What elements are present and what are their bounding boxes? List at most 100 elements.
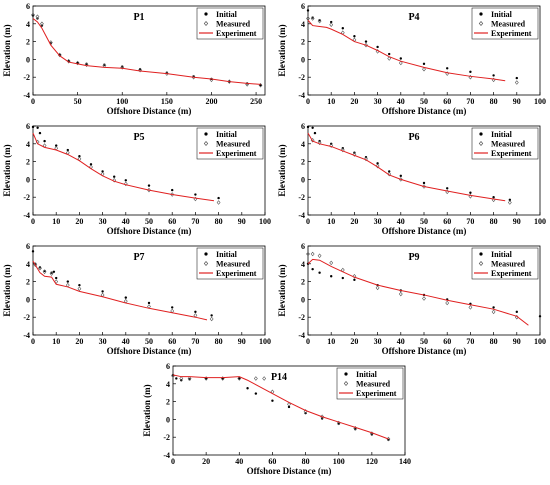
initial-point — [55, 276, 58, 280]
series-initial — [306, 9, 518, 80]
y-tick-label: 2 — [166, 398, 170, 407]
series-experiment — [307, 19, 506, 82]
y-tick-label: 4 — [301, 140, 305, 149]
initial-point — [376, 162, 379, 165]
chart-title: P9 — [408, 252, 419, 263]
y-tick-label: 6 — [301, 2, 305, 11]
initial-point — [147, 184, 151, 187]
measured-point — [237, 376, 242, 381]
measured-point — [253, 376, 258, 381]
x-tick-label: 90 — [513, 97, 521, 106]
measured-point — [375, 285, 380, 291]
y-axis-label: Elevation (m) — [277, 264, 287, 316]
y-tick-label: 0 — [301, 295, 305, 304]
x-tick-label: 70 — [466, 337, 474, 346]
y-tick-label: 4 — [26, 140, 30, 149]
initial-point — [399, 174, 402, 178]
y-tick-label: 0 — [166, 415, 170, 424]
y-axis-label: Elevation (m) — [277, 24, 287, 76]
initial-point — [78, 155, 81, 158]
initial-point — [246, 387, 249, 390]
chart-p6-svg: 0 10 20 30 40 50 60 70 80 90 100 -4 -2 0 2 4 6 Offshore D… — [277, 122, 546, 236]
chart-panel-p4: 0 10 20 30 40 50 60 70 80 90 100 -4 -2 0 2 4 6 Offshore D… — [275, 0, 550, 125]
measured-point — [123, 181, 128, 187]
x-tick-label: 60 — [443, 217, 451, 226]
y-tick-label: 4 — [26, 20, 30, 29]
experiment-line — [307, 19, 506, 82]
measured-point — [352, 152, 357, 157]
measured-point — [179, 376, 184, 381]
x-tick-label: 0 — [31, 217, 35, 226]
x-tick-label: 70 — [191, 337, 199, 346]
legend-label-experiment: Experiment — [216, 149, 257, 158]
series-measured — [306, 251, 519, 320]
y-tick-label: -2 — [23, 193, 30, 202]
measured-point — [120, 65, 125, 70]
x-tick-label: 40 — [397, 97, 405, 106]
y-tick-label: 6 — [166, 362, 170, 371]
initial-point — [101, 290, 104, 293]
initial-point — [66, 280, 70, 283]
x-axis-label: Offshore Distance (m) — [107, 346, 192, 356]
experiment-line — [307, 132, 506, 202]
measured-point — [398, 60, 403, 66]
y-axis-label: Elevation (m) — [277, 144, 287, 196]
x-axis-label: Offshore Distance (m) — [247, 466, 332, 476]
initial-point — [78, 283, 81, 287]
legend-label-initial: Initial — [491, 250, 513, 259]
x-tick-label: 90 — [238, 217, 246, 226]
y-tick-label: -4 — [23, 331, 30, 340]
y-axis-label: Elevation (m) — [2, 24, 12, 76]
y-tick-label: 2 — [301, 158, 305, 167]
x-tick-label: 60 — [168, 217, 176, 226]
measured-point — [310, 251, 315, 257]
initial-point — [422, 62, 426, 66]
chart-panel-p7: 0 10 20 30 40 50 60 70 80 90 100 -4 -2 0 2 4 6 Offshore D… — [0, 240, 275, 365]
series-initial — [31, 250, 213, 317]
initial-point — [66, 148, 70, 152]
x-tick-label: 100 — [534, 97, 546, 106]
initial-point — [330, 275, 333, 278]
x-tick-label: 10 — [52, 337, 60, 346]
measured-point — [31, 12, 35, 18]
initial-point — [330, 20, 333, 24]
initial-point — [171, 306, 174, 309]
initial-point — [388, 170, 391, 173]
measured-point — [364, 156, 368, 162]
x-tick-label: 60 — [168, 337, 176, 346]
measured-point — [329, 260, 334, 266]
x-tick-label: 200 — [205, 97, 217, 106]
series-experiment — [32, 132, 215, 202]
initial-point — [194, 193, 197, 196]
initial-point — [492, 196, 495, 199]
measured-point — [329, 22, 334, 27]
legend-label-initial: Initial — [491, 10, 513, 19]
initial-point — [113, 175, 116, 178]
legend-label-initial: Initial — [216, 250, 238, 259]
initial-point — [31, 250, 35, 253]
measured-point — [398, 291, 403, 297]
initial-point — [31, 125, 35, 129]
initial-point — [469, 70, 472, 74]
chart-title: P4 — [408, 12, 419, 23]
initial-point — [238, 377, 241, 380]
y-tick-label: 0 — [26, 55, 30, 64]
x-tick-label: 40 — [235, 457, 243, 466]
measured-point — [306, 251, 310, 257]
chart-p5-svg: 0 10 20 30 40 50 60 70 80 90 100 -4 -2 0 2 4 6 Offshore D… — [2, 122, 271, 236]
measured-point — [468, 305, 473, 310]
measured-point — [387, 171, 392, 177]
chart-p9-svg: 0 10 20 30 40 50 60 70 80 90 100 -4 -2 0 2 4 6 Offshore D… — [277, 242, 546, 356]
chart-panel-p5: 0 10 20 30 40 50 60 70 80 90 100 -4 -2 0 2 4 6 Offshore D… — [0, 120, 275, 245]
initial-point — [52, 270, 56, 274]
y-tick-label: 4 — [26, 260, 30, 269]
y-tick-label: 0 — [26, 295, 30, 304]
y-tick-label: 2 — [26, 158, 30, 167]
y-tick-label: -2 — [298, 73, 305, 82]
chart-title: P1 — [133, 12, 144, 23]
legend-measured-marker — [203, 260, 209, 267]
measured-point — [38, 265, 42, 271]
